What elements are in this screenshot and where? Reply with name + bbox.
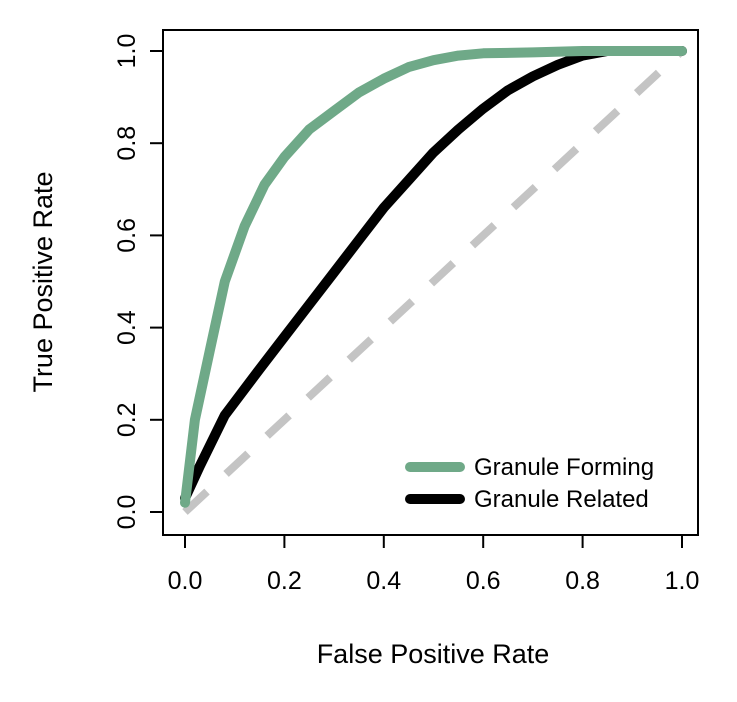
- x-tick-label: 0.0: [168, 567, 203, 595]
- x-tick-label: 0.8: [565, 567, 600, 595]
- y-tick-label: 0.0: [113, 495, 141, 530]
- x-axis: 0.0 0.2 0.4 0.6 0.8 1.0: [168, 535, 700, 595]
- series-line-1: [180, 46, 687, 508]
- y-axis: 0.0 0.2 0.4 0.6 0.8 1.0: [113, 34, 163, 530]
- series-line-2: [180, 46, 687, 504]
- legend-label: Granule Forming: [474, 454, 654, 481]
- y-tick-label: 1.0: [113, 34, 141, 69]
- x-tick-label: 1.0: [665, 567, 700, 595]
- plot-frame: [162, 29, 699, 536]
- y-tick-label: 0.4: [113, 310, 141, 345]
- legend: Granule Forming Granule Related: [405, 454, 654, 513]
- x-tick-label: 0.4: [366, 567, 401, 595]
- y-tick-label: 0.8: [113, 126, 141, 161]
- x-tick-label: 0.2: [267, 567, 302, 595]
- x-axis-title: False Positive Rate: [317, 639, 550, 669]
- y-tick-label: 0.2: [113, 402, 141, 437]
- series-line-3: [182, 48, 685, 515]
- x-tick-label: 0.6: [466, 567, 501, 595]
- y-axis-title: True Positive Rate: [28, 171, 58, 392]
- series-layer: [180, 46, 687, 515]
- y-tick-label: 0.6: [113, 218, 141, 253]
- legend-label: Granule Related: [474, 486, 649, 513]
